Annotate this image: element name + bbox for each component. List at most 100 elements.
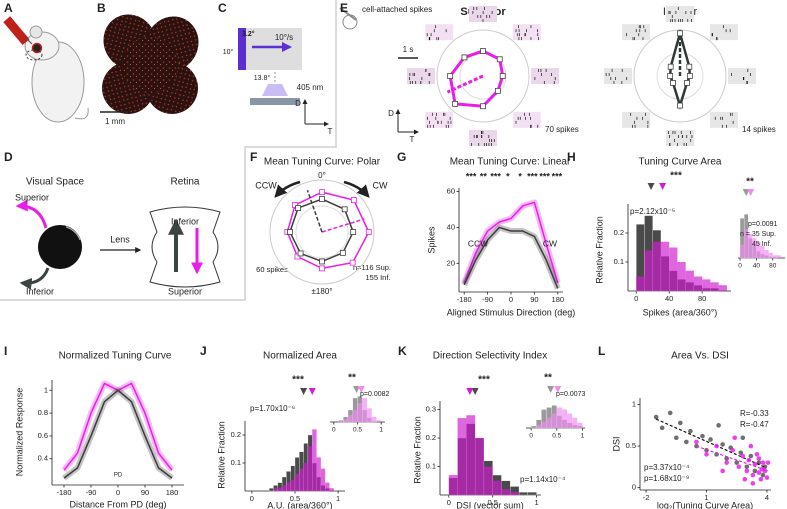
- bar-width-label: 3.2°: [242, 30, 255, 38]
- scatter-point: [756, 456, 762, 461]
- y-tick-label: 20: [447, 258, 455, 267]
- column-title: Retina: [171, 177, 200, 188]
- raster-box: [728, 68, 756, 84]
- x-tick-label: -180: [56, 488, 71, 497]
- histogram-bar: [740, 244, 745, 258]
- histogram-bar: [760, 246, 765, 258]
- rotation-label: CCW: [255, 180, 277, 190]
- scatter-point: [684, 439, 689, 445]
- tuning-point: [447, 73, 454, 79]
- x-tick-label: 1: [379, 427, 383, 434]
- axis-label: D: [295, 99, 301, 108]
- scatter-point: [740, 435, 746, 441]
- tuning-point: [667, 63, 674, 70]
- y-tick-label: 60: [447, 187, 455, 196]
- x-tick-label: 0.5: [353, 427, 362, 434]
- axis-label: T: [410, 135, 415, 144]
- scatter-point: [714, 443, 719, 449]
- tuning-point: [686, 63, 693, 70]
- x-tick-label: 1: [535, 498, 539, 507]
- median-marker: [747, 189, 755, 196]
- histogram-bar: [286, 482, 291, 491]
- x-tick-label: 1: [336, 494, 340, 503]
- histogram-bar: [295, 474, 300, 491]
- p-value: p=0.0082: [360, 391, 389, 398]
- panel-title: Direction Selectivity Index: [433, 351, 548, 362]
- histogram-bar: [325, 482, 330, 491]
- panel-title: Normalized Tuning Curve: [59, 351, 172, 362]
- panel-label: I: [4, 344, 7, 358]
- tuning-point: [452, 100, 459, 107]
- histogram-bar: [273, 488, 278, 491]
- significance-stars: **: [348, 373, 356, 384]
- scatter-point: [734, 460, 740, 465]
- x-tick-label: 0: [250, 494, 254, 503]
- panel-label: D: [4, 150, 13, 164]
- raster-box: [666, 6, 694, 22]
- histogram-bar: [636, 276, 645, 291]
- y-axis-label: Spikes: [426, 226, 436, 254]
- tuning-point: [494, 87, 501, 94]
- panel-label: G: [397, 150, 406, 164]
- tuning-point: [319, 189, 325, 196]
- n-label: n=116 Sup.: [353, 263, 391, 272]
- x-tick-label: -180: [457, 295, 472, 304]
- histogram-bar: [510, 492, 520, 495]
- histogram-bar: [362, 398, 367, 422]
- line-band: [62, 387, 174, 481]
- histogram-bar: [669, 247, 678, 291]
- wavelength-label: 405 nm: [297, 83, 324, 92]
- line: [463, 226, 559, 289]
- x-tick-label: 0.5: [552, 433, 561, 440]
- raster-box: [469, 130, 497, 146]
- speed-label: 10°/s: [275, 33, 293, 42]
- histogram-bar: [303, 463, 308, 491]
- significance-stars: ***: [527, 171, 538, 181]
- x-tick-label: 40: [665, 294, 673, 303]
- p-value: p=1.70x10⁻⁶: [250, 404, 295, 413]
- panel-label: A: [4, 1, 13, 15]
- y-tick-label: 1: [632, 400, 636, 409]
- scatter-point: [688, 428, 693, 434]
- significance-stars: **: [746, 177, 754, 188]
- x-tick-label: 90: [530, 295, 538, 304]
- x-tick-label: 0.5: [487, 498, 497, 507]
- x-tick-label: 80: [698, 294, 706, 303]
- raster-box: [512, 111, 541, 128]
- scatter-point: [744, 464, 750, 470]
- stimulus-diagram: [238, 28, 329, 127]
- y-tick-label: 0.2: [614, 228, 624, 237]
- histogram-bar: [764, 250, 769, 258]
- median-marker: [357, 386, 365, 393]
- scatter-point: [748, 453, 754, 459]
- scatter-point: [764, 475, 770, 480]
- tuning-point: [292, 202, 298, 208]
- scatter-point: [694, 443, 699, 449]
- scatter-point: [720, 468, 725, 474]
- histogram-bar: [536, 424, 542, 428]
- line: [463, 201, 559, 284]
- scale-label: 70 spikes: [545, 125, 579, 134]
- histogram-bar: [567, 413, 573, 428]
- median-marker: [647, 183, 655, 190]
- tuning-point: [339, 249, 346, 256]
- median-marker: [742, 189, 750, 196]
- x-axis-label: Distance From PD (deg): [69, 499, 166, 509]
- histogram-bar: [718, 285, 727, 291]
- x-tick-label: 0: [529, 433, 533, 440]
- x-tick-label: 0: [116, 488, 120, 497]
- histogram-bar: [572, 417, 578, 428]
- scatter-point: [659, 425, 665, 431]
- tuning-point: [461, 54, 468, 61]
- x-tick-label: 80: [769, 263, 777, 270]
- significance-stars: ***: [552, 171, 563, 181]
- y-tick-label: 0.2: [231, 430, 241, 439]
- histogram-bar: [299, 468, 304, 491]
- x-tick-label: 0: [738, 263, 742, 270]
- histogram-bar: [768, 252, 773, 258]
- r-value: R=-0.33: [740, 409, 769, 418]
- preferred-direction: [446, 74, 484, 94]
- histogram-bar: [282, 485, 287, 491]
- histogram-bar: [518, 492, 528, 496]
